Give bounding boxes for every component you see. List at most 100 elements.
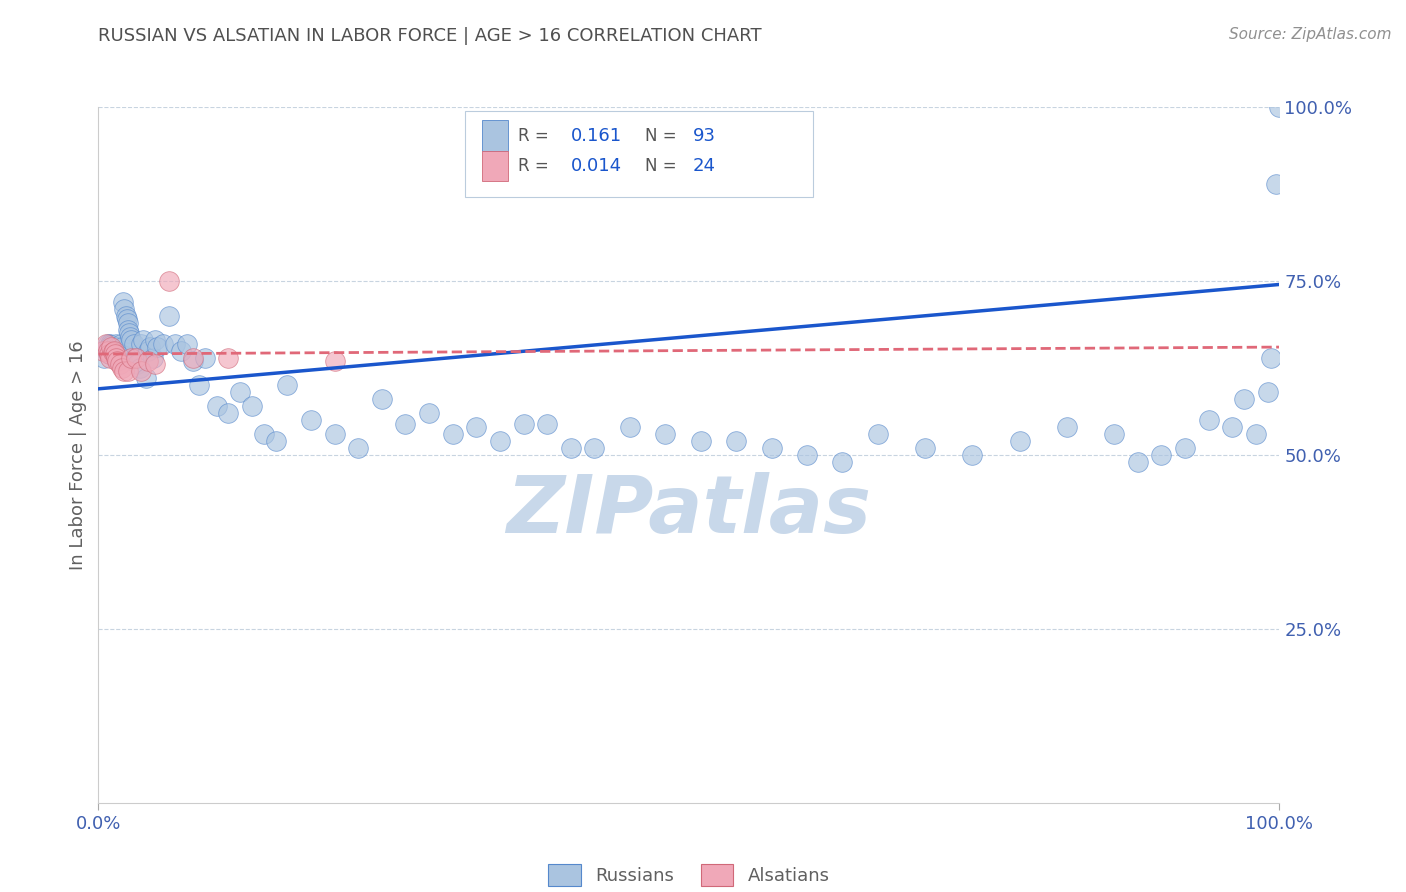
Legend: Russians, Alsatians: Russians, Alsatians: [541, 857, 837, 892]
Point: [1244, 427, 1267, 442]
Point: [105, 336, 128, 351]
Point: [98, 351, 121, 365]
Point: [465, 420, 488, 434]
Point: [347, 441, 370, 455]
Point: [129, 364, 152, 378]
Point: [1126, 455, 1149, 469]
Point: [1260, 351, 1282, 365]
Point: [132, 333, 155, 347]
Point: [157, 309, 180, 323]
Point: [143, 358, 166, 372]
Point: [253, 427, 276, 442]
Point: [97, 336, 120, 351]
Point: [117, 323, 139, 337]
Point: [170, 343, 193, 358]
Point: [105, 347, 128, 361]
Point: [118, 326, 141, 340]
Point: [108, 358, 131, 372]
Point: [105, 354, 128, 368]
Point: [240, 399, 263, 413]
Point: [136, 343, 159, 358]
Point: [121, 333, 143, 347]
Y-axis label: In Labor Force | Age > 16: In Labor Force | Age > 16: [69, 340, 87, 570]
Point: [187, 378, 209, 392]
Point: [135, 371, 157, 385]
Point: [152, 336, 174, 351]
Point: [1268, 100, 1291, 114]
Point: [323, 354, 346, 368]
Point: [101, 342, 124, 356]
Point: [831, 455, 853, 469]
Point: [111, 340, 134, 354]
Point: [1174, 441, 1197, 455]
Text: N =: N =: [645, 127, 676, 145]
Point: [112, 364, 135, 378]
Point: [101, 345, 124, 359]
Point: [121, 351, 143, 365]
Point: [124, 351, 146, 365]
Text: ZIPatlas: ZIPatlas: [506, 472, 872, 549]
Point: [136, 354, 159, 368]
Point: [796, 448, 818, 462]
Bar: [482, 151, 508, 181]
Point: [108, 347, 131, 361]
Point: [104, 343, 127, 358]
Text: 24: 24: [693, 157, 716, 175]
Point: [1056, 420, 1078, 434]
Point: [105, 351, 128, 365]
Point: [654, 427, 676, 442]
Point: [1198, 413, 1220, 427]
Point: [264, 434, 287, 448]
Point: [689, 434, 711, 448]
Text: RUSSIAN VS ALSATIAN IN LABOR FORCE | AGE > 16 CORRELATION CHART: RUSSIAN VS ALSATIAN IN LABOR FORCE | AGE…: [98, 27, 762, 45]
Point: [299, 413, 322, 427]
Point: [176, 336, 198, 351]
Text: Source: ZipAtlas.com: Source: ZipAtlas.com: [1229, 27, 1392, 42]
Point: [96, 343, 118, 358]
Point: [91, 343, 114, 358]
Point: [98, 347, 121, 361]
Point: [110, 336, 132, 351]
Point: [205, 399, 228, 413]
Point: [217, 351, 239, 365]
Point: [229, 385, 252, 400]
Point: [105, 340, 128, 354]
Point: [489, 434, 512, 448]
Point: [1102, 427, 1125, 442]
Point: [1150, 448, 1173, 462]
Point: [100, 340, 122, 354]
Point: [1264, 177, 1286, 191]
Point: [394, 417, 416, 431]
Point: [112, 301, 135, 316]
Point: [165, 336, 187, 351]
Point: [122, 336, 145, 351]
Point: [194, 351, 217, 365]
Point: [512, 417, 534, 431]
Point: [962, 448, 984, 462]
Point: [127, 358, 149, 372]
Point: [761, 441, 783, 455]
Point: [583, 441, 606, 455]
Point: [115, 312, 138, 326]
Point: [441, 427, 464, 442]
FancyBboxPatch shape: [464, 111, 813, 197]
Point: [100, 338, 122, 352]
Point: [157, 274, 180, 288]
Point: [93, 351, 115, 365]
Text: N =: N =: [645, 157, 676, 175]
Point: [142, 351, 165, 365]
Point: [1220, 420, 1243, 434]
Point: [217, 406, 239, 420]
Point: [276, 378, 298, 392]
Point: [114, 309, 136, 323]
Point: [98, 347, 121, 361]
Point: [725, 434, 748, 448]
Point: [1233, 392, 1256, 407]
Point: [107, 343, 129, 358]
Point: [1008, 434, 1031, 448]
Point: [323, 427, 346, 442]
Point: [98, 336, 121, 351]
Text: R =: R =: [517, 157, 548, 175]
Point: [914, 441, 936, 455]
Point: [146, 340, 169, 354]
